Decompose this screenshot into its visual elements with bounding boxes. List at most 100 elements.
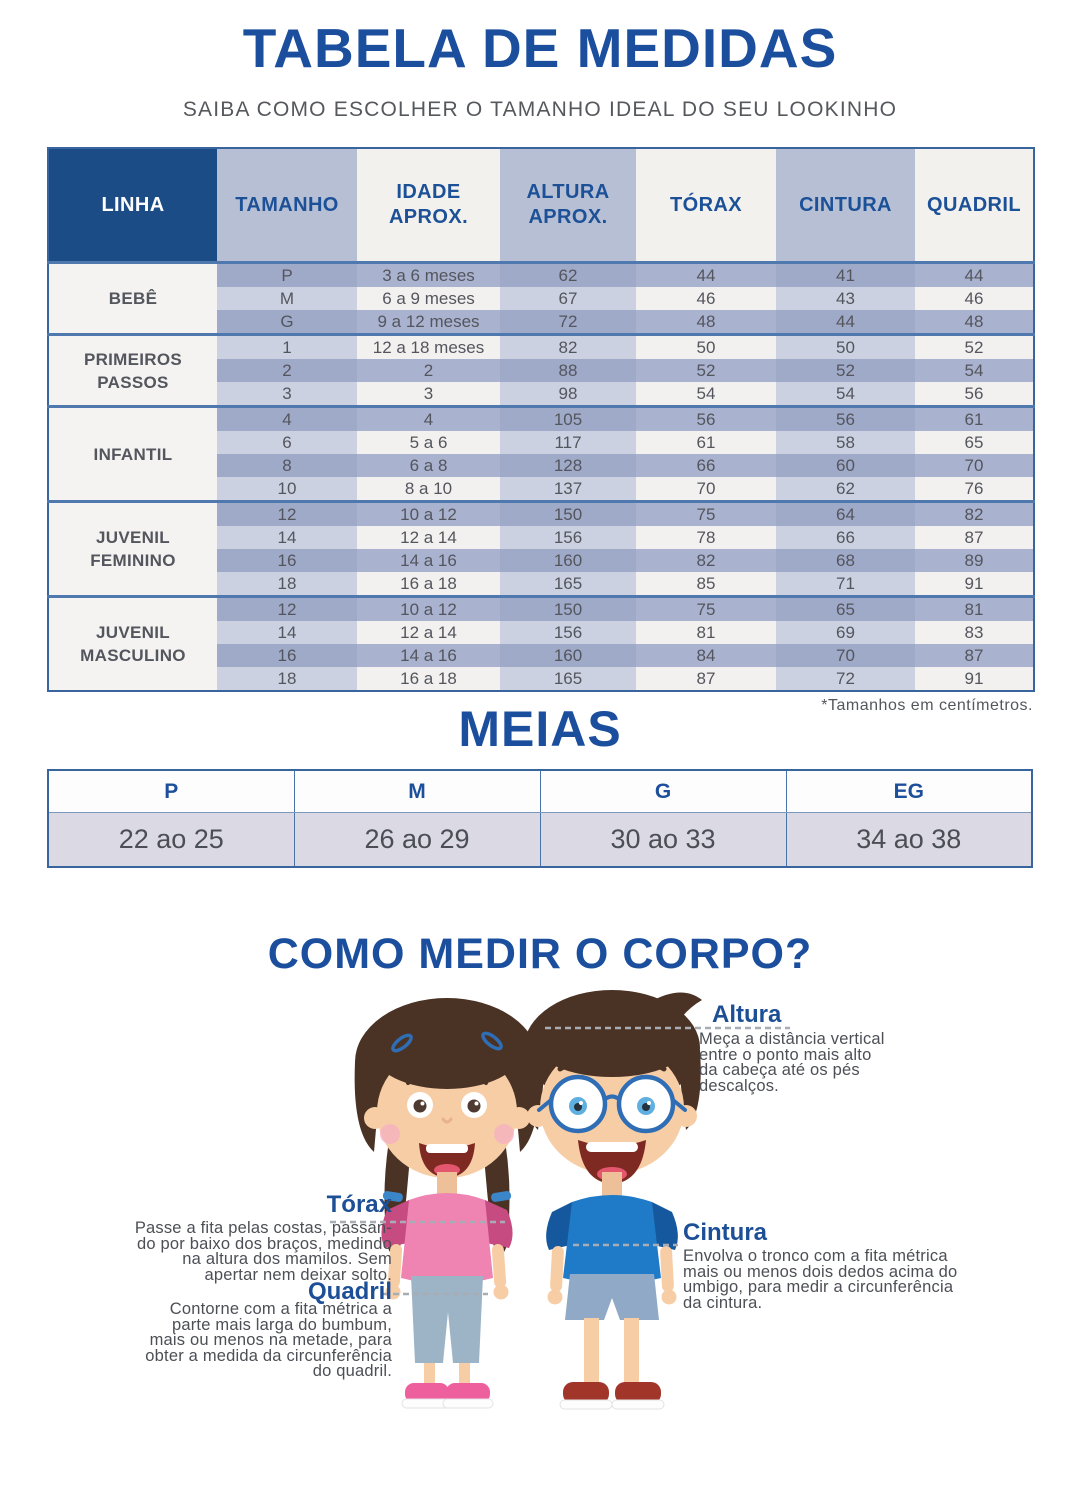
altura-description: Meça a distância vertical entre o ponto …: [699, 1030, 885, 1095]
size-cell: 3 a 6 meses: [357, 261, 500, 287]
size-cell: 165: [500, 667, 636, 691]
size-cell: 66: [636, 454, 776, 477]
table-row: BEBÊ P 3 a 6 meses 62 44 41 44: [48, 261, 1034, 335]
measure-title: COMO MEDIR O CORPO?: [267, 930, 813, 978]
size-cell: 70: [915, 454, 1034, 477]
size-cell: 10 a 12: [357, 595, 500, 621]
size-cell: 16: [217, 549, 357, 572]
size-cell: 71: [776, 572, 915, 597]
size-cell: 10: [217, 477, 357, 502]
table-row: 14 12 a 14 156 81 69 83: [48, 621, 1034, 644]
size-cell: 44: [636, 261, 776, 287]
page-subtitle: SAIBA COMO ESCOLHER O TAMANHO IDEAL DO S…: [182, 98, 898, 121]
size-cell: 6 a 9 meses: [357, 287, 500, 310]
size-cell: 70: [636, 477, 776, 502]
table-row: 14 12 a 14 156 78 66 87: [48, 526, 1034, 549]
meias-size-range: 34 ao 38: [785, 812, 1033, 867]
size-cell: 12: [217, 595, 357, 621]
size-cell: 16: [217, 644, 357, 667]
table-row: 2 2 88 52 52 54: [48, 359, 1034, 382]
meias-size-range: 30 ao 33: [539, 812, 787, 867]
size-cell: 62: [500, 261, 636, 287]
altura-label: Altura: [712, 1001, 782, 1028]
meias-table: P M G EG 22 ao 25 26 ao 29 30 ao 33 34 ao 38: [47, 769, 1033, 868]
size-cell: 1: [217, 333, 357, 359]
cintura-description: Envolva o tronco com a fita métrica mais…: [683, 1247, 958, 1312]
size-cell: 87: [636, 667, 776, 691]
size-cell: 54: [636, 382, 776, 407]
size-cell: 72: [500, 310, 636, 335]
size-cell: 54: [776, 382, 915, 407]
table-row: PRIMEIROS PASSOS 1 12 a 18 meses 82 50 50 52: [48, 333, 1034, 407]
table-row: JUVENIL MASCULINO 12 10 a 12 150 75 65 81: [48, 595, 1034, 691]
size-cell: 65: [776, 595, 915, 621]
table-row: 16 14 a 16 160 82 68 89: [48, 549, 1034, 572]
size-cell: 70: [776, 644, 915, 667]
size-cell: 43: [776, 287, 915, 310]
size-cell: 81: [636, 621, 776, 644]
size-table-section: LINHA TAMANHO IDADE APROX. ALTURA APROX. TÓR…: [47, 147, 1035, 715]
size-cell: 41: [776, 261, 915, 287]
table-row: 3 3 98 54 54 56: [48, 382, 1034, 407]
size-cell: 65: [915, 431, 1034, 454]
size-cell: 46: [636, 287, 776, 310]
table-row: 16 14 a 16 160 84 70 87: [48, 644, 1034, 667]
column-header: ALTURA APROX.: [500, 148, 636, 264]
size-cell: 89: [915, 549, 1034, 572]
meias-size-header: P: [47, 770, 295, 813]
torax-label: Tórax: [326, 1191, 392, 1218]
size-cell: 64: [776, 500, 915, 526]
size-cell: 85: [636, 572, 776, 597]
kids-illustration: [330, 990, 790, 1410]
size-cell: 67: [500, 287, 636, 310]
meias-value-row: 22 ao 25 26 ao 29 30 ao 33 34 ao 38: [47, 812, 1033, 867]
size-cell: 6 a 8: [357, 454, 500, 477]
size-cell: 91: [915, 667, 1034, 691]
size-cell: 14 a 16: [357, 644, 500, 667]
measure-figure: Altura Meça a distância vertical entre o…: [0, 985, 1080, 1492]
size-cell: 18: [217, 572, 357, 597]
size-cell: 2: [357, 359, 500, 382]
size-cell: 8: [217, 454, 357, 477]
size-cell: 52: [636, 359, 776, 382]
size-cell: 2: [217, 359, 357, 382]
meias-title: MEIAS: [458, 701, 622, 757]
size-cell: 16 a 18: [357, 572, 500, 597]
size-cell: 91: [915, 572, 1034, 597]
size-cell: 8 a 10: [357, 477, 500, 502]
size-cell: 83: [915, 621, 1034, 644]
meias-size-header: EG: [785, 770, 1033, 813]
size-cell: 82: [636, 549, 776, 572]
size-cell: 50: [776, 333, 915, 359]
linha-group-cell: JUVENIL FEMININO: [48, 500, 217, 597]
size-cell: 12 a 14: [357, 526, 500, 549]
size-cell: 82: [500, 333, 636, 359]
size-cell: 52: [915, 333, 1034, 359]
size-table-footnote: *Tamanhos em centímetros.: [821, 697, 1033, 714]
torax-description: Passe a fita pelas costas, passan- do po…: [134, 1219, 392, 1284]
size-cell: 18: [217, 667, 357, 691]
size-cell: 14: [217, 621, 357, 644]
size-cell: 58: [776, 431, 915, 454]
column-header: LINHA: [48, 148, 217, 264]
size-cell: 60: [776, 454, 915, 477]
size-cell: 3: [357, 382, 500, 407]
size-cell: 9 a 12 meses: [357, 310, 500, 335]
size-cell: 52: [776, 359, 915, 382]
size-cell: 3: [217, 382, 357, 407]
size-cell: 56: [776, 405, 915, 431]
meias-size-header: G: [539, 770, 787, 813]
size-cell: 5 a 6: [357, 431, 500, 454]
size-cell: 81: [915, 595, 1034, 621]
size-cell: 12 a 14: [357, 621, 500, 644]
size-cell: 48: [636, 310, 776, 335]
size-cell: 46: [915, 287, 1034, 310]
size-cell: 50: [636, 333, 776, 359]
size-cell: 156: [500, 621, 636, 644]
size-cell: 72: [776, 667, 915, 691]
size-cell: 76: [915, 477, 1034, 502]
